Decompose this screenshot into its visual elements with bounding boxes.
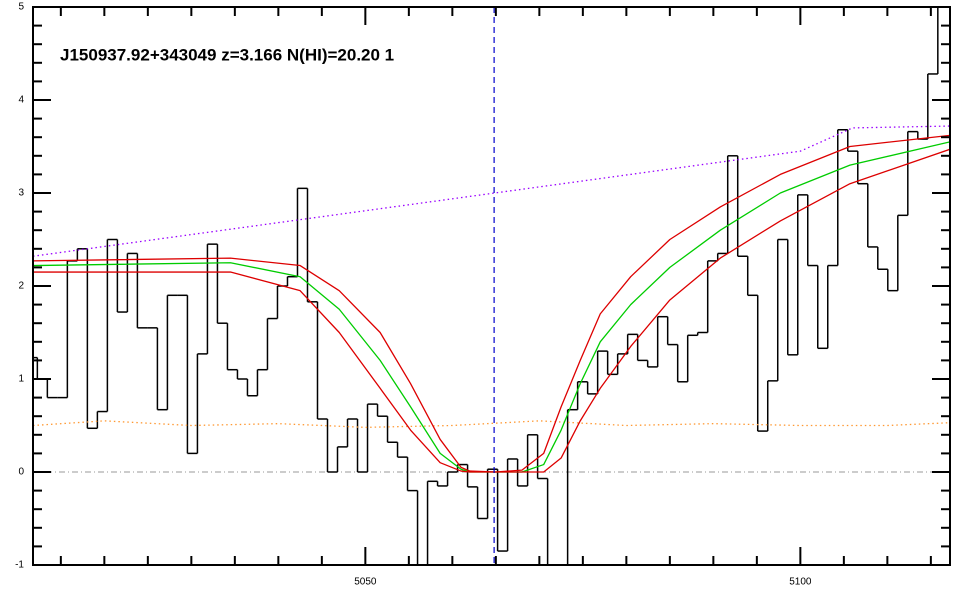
y-tick-label: 5 xyxy=(18,2,24,13)
series-line xyxy=(33,134,950,473)
series-line xyxy=(33,148,950,473)
y-tick-label: -1 xyxy=(15,560,24,571)
y-tick-label: 3 xyxy=(18,188,24,199)
y-tick-label: 1 xyxy=(18,374,24,385)
x-tick-label: 5050 xyxy=(354,577,377,588)
x-tick-label: 5100 xyxy=(789,577,812,588)
axes: -1 0 1 2 3 4 5 5050 5100 xyxy=(15,2,950,588)
plot-area xyxy=(33,7,950,565)
chart-title: J150937.92+343049 z=3.166 N(HI)=20.20 1 xyxy=(60,45,394,64)
y-tick-label: 0 xyxy=(18,467,24,478)
series-line xyxy=(33,125,950,257)
plot-frame xyxy=(32,6,951,566)
series-line xyxy=(33,420,950,429)
y-tick-label: 2 xyxy=(18,281,24,292)
y-tick-label: 4 xyxy=(18,95,24,106)
